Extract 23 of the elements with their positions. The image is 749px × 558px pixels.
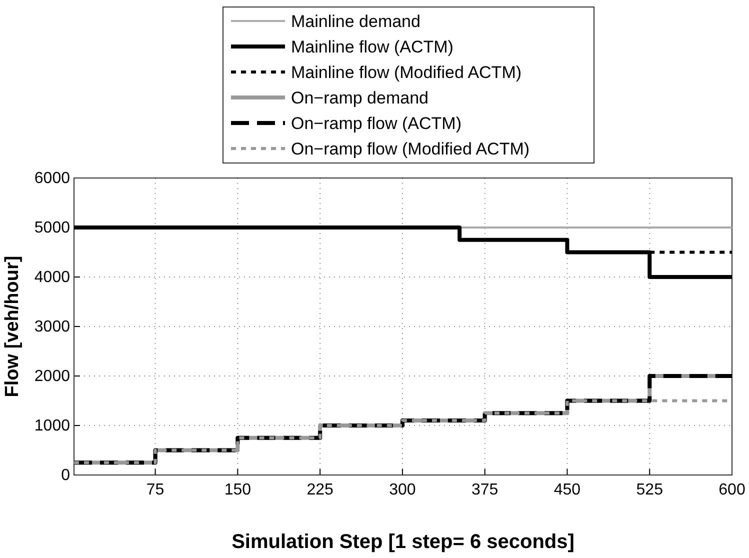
y-tick-label: 3000 bbox=[34, 318, 70, 336]
legend-label: On−ramp flow (Modified ACTM) bbox=[291, 140, 530, 158]
x-tick-label: 375 bbox=[471, 481, 498, 498]
legend-label: Mainline flow (Modified ACTM) bbox=[291, 63, 522, 82]
x-tick-label: 225 bbox=[306, 481, 334, 498]
x-tick-label: 150 bbox=[224, 481, 252, 498]
y-axis-title: Flow [veh/hour] bbox=[2, 256, 23, 398]
y-tick-label: 1000 bbox=[34, 418, 70, 435]
x-tick-label: 450 bbox=[554, 481, 581, 498]
y-tick-label: 4000 bbox=[34, 269, 70, 286]
x-tick-label: 75 bbox=[146, 481, 164, 498]
legend-label: Mainline flow (ACTM) bbox=[291, 38, 454, 56]
legend-label: On−ramp flow (ACTM) bbox=[291, 114, 462, 133]
y-tick-label: 6000 bbox=[34, 170, 70, 188]
x-tick-label: 525 bbox=[636, 481, 664, 498]
legend-label: Mainline demand bbox=[291, 12, 420, 31]
y-tick-label: 2000 bbox=[34, 368, 70, 386]
x-tick-label: 600 bbox=[718, 481, 746, 498]
x-axis-title: Simulation Step [1 step= 6 seconds] bbox=[232, 531, 574, 553]
y-tick-label: 5000 bbox=[34, 220, 70, 237]
x-tick-label: 300 bbox=[389, 481, 416, 498]
legend-label: On−ramp demand bbox=[291, 88, 428, 108]
y-tick-label: 0 bbox=[61, 467, 70, 484]
